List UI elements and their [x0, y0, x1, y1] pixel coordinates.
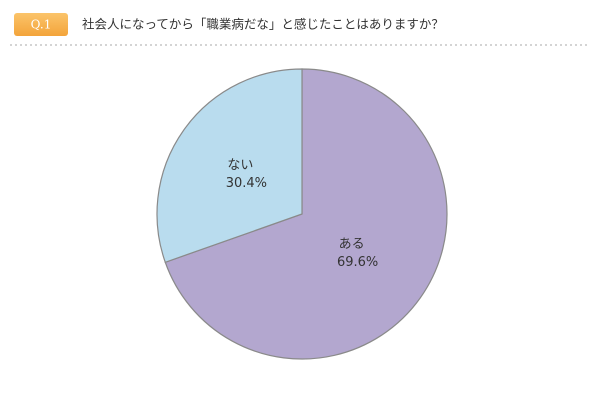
slice-value-label: 30.4%	[226, 176, 267, 191]
pie-slice	[164, 68, 448, 360]
pie-slice	[156, 68, 303, 264]
slice-label: ある	[339, 237, 365, 252]
badge	[14, 13, 68, 36]
slice-label: ない	[227, 158, 253, 173]
badge-text: Q.1	[31, 18, 52, 32]
slice-value-label: 69.6%	[337, 255, 378, 270]
chart-title: 社会人になってから「職業病だな」と感じたことはありますか？	[82, 17, 444, 32]
